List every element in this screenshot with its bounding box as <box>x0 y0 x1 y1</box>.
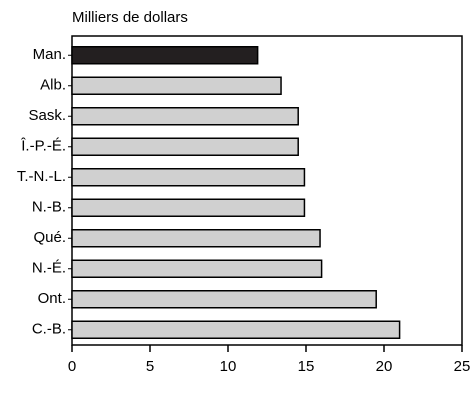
x-tick-label: 25 <box>454 358 471 375</box>
bar <box>71 76 282 95</box>
y-tick-label: Alb. <box>40 77 66 94</box>
x-tick-label: 0 <box>68 358 76 375</box>
y-tick-label: Qué. <box>33 229 66 246</box>
y-tick-label: N.-B. <box>32 199 66 216</box>
x-tick-label: 15 <box>298 358 315 375</box>
bar <box>71 46 259 65</box>
bar <box>71 320 401 339</box>
y-tick-label: Ont. <box>38 290 66 307</box>
y-tick-label: Sask. <box>28 107 66 124</box>
chart-title: Milliers de dollars <box>72 9 188 26</box>
bar <box>71 198 306 217</box>
x-tick-label: 20 <box>376 358 393 375</box>
bar <box>71 229 321 248</box>
y-tick-label: T.-N.-L. <box>17 168 66 185</box>
x-tick-label: 5 <box>146 358 154 375</box>
bar <box>71 290 377 309</box>
y-tick-label: C.-B. <box>32 321 66 338</box>
y-tick-label: N.-É. <box>32 260 66 277</box>
bar <box>71 137 299 156</box>
bar <box>71 168 306 187</box>
bar <box>71 107 299 126</box>
y-tick-label: Î.-P.-É. <box>20 138 66 155</box>
bar <box>71 259 323 278</box>
y-tick-label: Man. <box>33 46 66 63</box>
x-tick-label: 10 <box>220 358 237 375</box>
